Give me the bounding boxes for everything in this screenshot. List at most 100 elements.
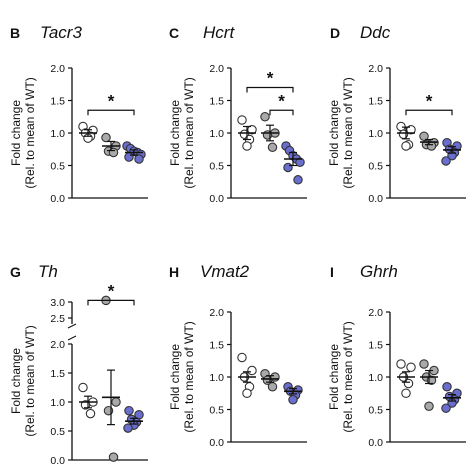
data-point — [85, 408, 96, 419]
data-point — [242, 141, 252, 151]
y-axis-label: Fold change — [327, 344, 341, 410]
panel-letter: C — [169, 25, 179, 41]
significance-star: * — [426, 91, 433, 110]
panel-letter: I — [330, 264, 334, 280]
gene-title: Hcrt — [203, 23, 235, 42]
gene-title: Ghrh — [360, 262, 398, 281]
y-tick-label: 2.0 — [50, 63, 65, 75]
data-point — [288, 394, 298, 405]
y-tick-label: 0.5 — [50, 426, 65, 438]
data-point — [419, 131, 429, 142]
significance-bracket — [405, 109, 453, 116]
data-point — [242, 388, 252, 398]
y-tick-label: 2.0 — [209, 307, 224, 319]
y-tick-label: 2.0 — [368, 63, 383, 75]
data-point — [441, 156, 451, 166]
y-tick-label: 2.5 — [50, 313, 65, 325]
y-tick-label: 3.0 — [50, 297, 65, 309]
y-tick-label: 1.5 — [50, 95, 65, 107]
panel-b: B Tacr3 Fold change (Rel. to mean of WT) 0.0… — [9, 23, 148, 205]
y-axis-label: (Rel. to mean of WT) — [341, 321, 355, 432]
data-point — [237, 115, 247, 125]
y-tick-label: 1.5 — [209, 339, 224, 351]
y-axis-label: (Rel. to mean of WT) — [341, 77, 355, 188]
y-axis-label: Fold change — [9, 348, 23, 414]
data-point — [396, 359, 406, 369]
data-point — [424, 401, 434, 411]
data-point — [267, 381, 278, 392]
y-tick-label: 1.5 — [368, 95, 383, 107]
y-axis-label: (Rel. to mean of WT) — [182, 77, 196, 188]
significance-star: * — [108, 91, 115, 110]
gene-title: Ddc — [360, 23, 391, 42]
y-axis-label: (Rel. to mean of WT) — [23, 325, 37, 436]
y-tick-label: 1.5 — [368, 339, 383, 351]
data-point — [442, 381, 452, 392]
data-point — [401, 388, 411, 398]
y-tick-label: 2.0 — [50, 339, 65, 351]
data-point — [108, 452, 119, 462]
panel-d: D Ddc Fold change (Rel. to mean of WT) 0.0 0.… — [327, 23, 466, 205]
y-tick-label: 0.5 — [209, 404, 224, 416]
y-tick-label: 1.0 — [368, 372, 383, 384]
y-tick-label: 1.0 — [209, 372, 224, 384]
data-point — [101, 132, 111, 143]
data-point — [111, 397, 121, 407]
y-tick-label: 0.0 — [368, 193, 383, 205]
y-axis-label: (Rel. to mean of WT) — [23, 77, 37, 188]
data-point — [237, 352, 247, 363]
data-point — [396, 121, 406, 132]
axis-break-mark — [67, 335, 77, 341]
y-tick-label: 0.0 — [368, 437, 383, 449]
data-point — [441, 403, 451, 413]
panel-h: H Vmat2 Fold change (Rel. to mean of WT) 0.0… — [168, 262, 307, 449]
panel-i: I Ghrh Fold change (Rel. to mean of WT) 0.0 0… — [327, 262, 466, 449]
y-tick-label: 0.5 — [368, 404, 383, 416]
data-point — [401, 141, 411, 151]
data-point — [293, 175, 303, 185]
significance-star: * — [267, 69, 274, 88]
data-point — [295, 157, 305, 168]
y-tick-label: 1.0 — [50, 128, 65, 140]
data-point — [247, 365, 257, 376]
y-axis-label: Fold change — [327, 100, 341, 166]
panel-letter: B — [10, 25, 20, 41]
data-point — [124, 152, 134, 162]
panel-c: C Hcrt Fold change (Rel. to mean of WT) 0.0 0… — [168, 23, 307, 205]
y-tick-label: 1.0 — [368, 128, 383, 140]
gene-title: Vmat2 — [200, 262, 250, 281]
y-tick-label: 0.5 — [368, 160, 383, 172]
significance-bracket — [269, 109, 294, 116]
data-point — [123, 423, 133, 433]
significance-star: * — [108, 281, 115, 300]
data-point — [406, 362, 416, 372]
y-axis-label: Fold change — [168, 100, 182, 166]
y-tick-label: 0.5 — [50, 160, 65, 172]
y-axis-label: (Rel. to mean of WT) — [182, 321, 196, 432]
data-point — [124, 405, 134, 416]
significance-bracket — [246, 86, 294, 93]
panel-letter: G — [10, 264, 21, 280]
y-tick-label: 1.0 — [50, 397, 65, 409]
y-tick-label: 2.0 — [368, 307, 383, 319]
panel-letter: H — [169, 264, 179, 280]
data-point — [247, 125, 257, 135]
y-tick-label: 0.0 — [209, 437, 224, 449]
y-tick-label: 2.0 — [209, 63, 224, 75]
data-point — [78, 382, 88, 393]
y-axis-label: Fold change — [168, 344, 182, 410]
data-point — [419, 359, 429, 369]
y-tick-label: 0.0 — [209, 193, 224, 205]
y-tick-label: 1.5 — [50, 368, 65, 380]
panel-g: G Th Fold change (Rel. to mean of WT) 0.0 0.5… — [9, 262, 148, 467]
data-point — [260, 112, 270, 122]
axis-break-mark — [67, 323, 77, 329]
significance-bracket — [87, 299, 135, 306]
y-tick-label: 1.5 — [209, 95, 224, 107]
data-point — [283, 162, 293, 173]
y-tick-label: 0.0 — [50, 455, 65, 467]
y-tick-label: 1.0 — [209, 128, 224, 140]
significance-star: * — [278, 91, 285, 110]
data-point — [134, 154, 144, 164]
